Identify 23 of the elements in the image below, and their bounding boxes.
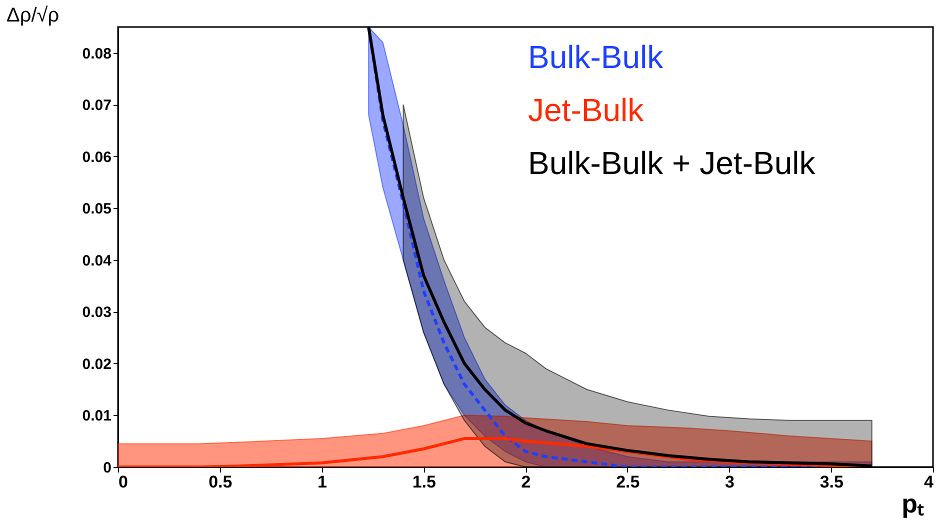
x-tick-label: 4 <box>924 472 934 492</box>
x-tick-label: 3.5 <box>820 472 844 492</box>
text: Bulk-Bulk + Jet-Bulk <box>528 145 816 181</box>
y-tick-label: 0.06 <box>82 148 112 166</box>
y-axis-title: Δρ/√ρ <box>6 4 60 26</box>
y-tick-label: 0.08 <box>82 45 112 62</box>
y-tick-label: 0.05 <box>82 200 112 218</box>
x-tick-label: 0.5 <box>208 472 232 492</box>
text: Bulk-Bulk <box>528 39 664 75</box>
y-tick-label: 0.01 <box>82 408 112 425</box>
x-tick-label: 0 <box>118 472 128 492</box>
y-tick-label: 0.04 <box>82 252 112 270</box>
x-tick-label: 2.5 <box>616 472 640 492</box>
y-tick-label: 0 <box>103 460 112 476</box>
y-tick-label: 0.03 <box>82 304 112 322</box>
x-tick-label: 2 <box>521 472 531 492</box>
x-tick-label: 1.5 <box>412 472 436 492</box>
x-axis-title: pₜ <box>902 488 924 518</box>
x-tick-label: 3 <box>725 472 734 492</box>
y-tick-label: 0.07 <box>82 97 112 114</box>
text: Jet-Bulk <box>528 92 645 128</box>
y-tick-label: 0.02 <box>82 356 112 373</box>
x-tick-label: 1 <box>318 472 327 492</box>
